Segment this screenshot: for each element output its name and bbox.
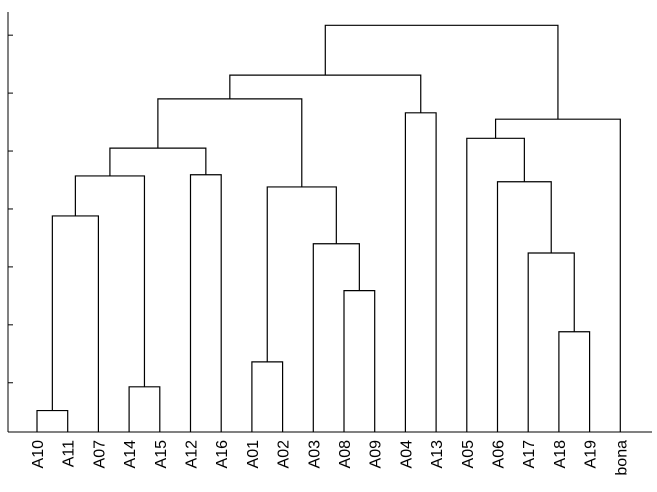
- link: [404, 112, 437, 432]
- leaf-label: A02: [276, 440, 293, 469]
- link: [128, 386, 161, 432]
- link: [324, 24, 559, 120]
- link: [494, 118, 621, 432]
- link: [496, 181, 552, 432]
- leaf-label: A19: [583, 440, 600, 469]
- leaf-label: A08: [337, 440, 354, 469]
- link: [312, 243, 360, 432]
- leaf-label: A06: [491, 440, 508, 469]
- link: [251, 361, 284, 432]
- leaf-label: A09: [368, 440, 385, 469]
- link: [266, 186, 337, 362]
- leaf-label: A13: [429, 440, 446, 469]
- leaf-label: A18: [552, 440, 569, 469]
- link: [157, 98, 303, 187]
- link: [466, 137, 525, 432]
- link: [558, 331, 591, 432]
- leaf-label: bona: [613, 440, 630, 476]
- link: [527, 252, 575, 432]
- link: [189, 174, 222, 432]
- leaf-label: A04: [398, 440, 415, 469]
- leaf-label: A14: [122, 440, 139, 469]
- leaf-label: A11: [61, 440, 78, 467]
- leaf-label: A07: [91, 440, 108, 469]
- leaf-label: A12: [184, 440, 201, 469]
- link: [229, 74, 422, 113]
- link: [74, 175, 146, 387]
- leaf-label: A03: [306, 440, 323, 469]
- link: [109, 147, 207, 176]
- leaf-label: A17: [521, 440, 538, 469]
- link: [51, 215, 99, 432]
- leaf-label: A05: [460, 440, 477, 469]
- link: [36, 409, 69, 432]
- link: [343, 290, 376, 432]
- leaf-label: A01: [245, 440, 262, 469]
- leaf-label: A15: [153, 440, 170, 469]
- leaf-label: A16: [214, 440, 231, 469]
- leaf-label: A10: [30, 440, 47, 469]
